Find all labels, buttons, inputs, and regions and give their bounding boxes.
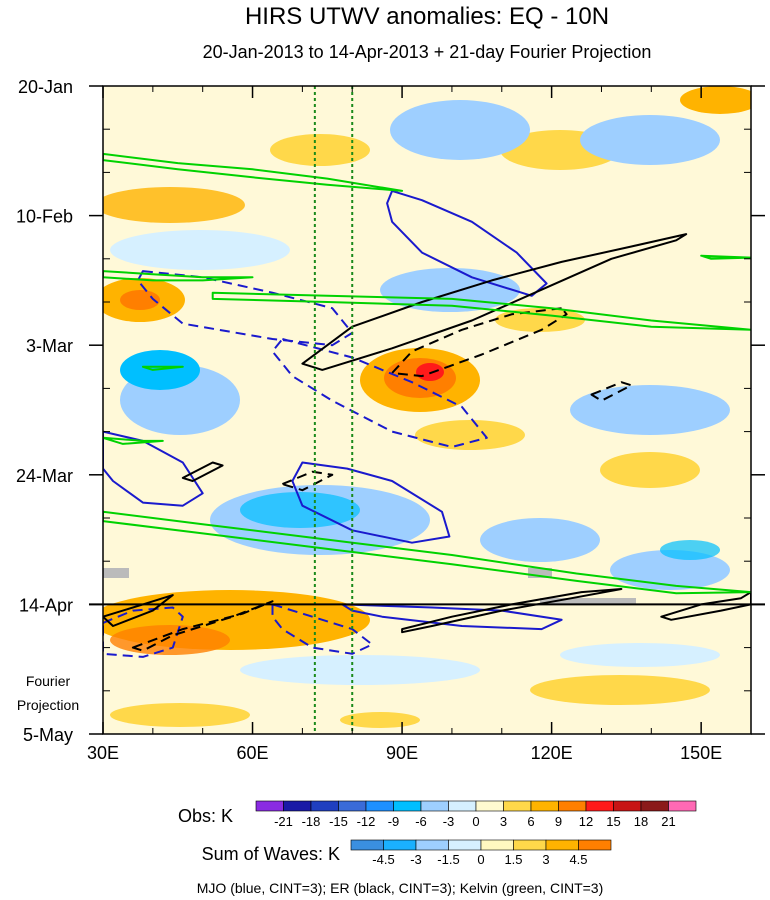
wave-contour	[291, 461, 451, 544]
chart-subtitle: 20-Jan-2013 to 14-Apr-2013 + 21-day Four…	[203, 42, 652, 62]
wave-contour	[341, 603, 563, 631]
colorbar-swatch	[338, 800, 367, 812]
colorbar-label: 18	[634, 814, 648, 829]
colorbar-swatch	[310, 800, 339, 812]
colorbar-swatch	[420, 800, 449, 812]
colorbar-label: 1.5	[504, 852, 522, 867]
colorbar-label: -1.5	[437, 852, 459, 867]
wave-contour	[136, 270, 354, 347]
wave-contour	[131, 600, 274, 652]
colorbar-swatch	[415, 839, 449, 851]
wave-contour	[271, 338, 488, 448]
colorbar-label: -4.5	[372, 852, 394, 867]
colorbar-swatch	[545, 839, 579, 851]
colorbar-label: 3	[500, 814, 507, 829]
wave-contour	[386, 189, 548, 297]
colorbar-label: -3	[443, 814, 455, 829]
x-tick-label: 120E	[531, 743, 573, 763]
waves-colorbar: Sum of Waves: K -4.5 -3 -1.5 0 1.5 3 4.5	[202, 839, 612, 867]
wave-contour	[271, 603, 374, 655]
colorbar-swatch	[350, 839, 384, 851]
wave-contour	[103, 606, 184, 658]
wave-contour	[103, 430, 204, 507]
y-tick-label: 10-Feb	[16, 207, 73, 227]
colorbar-swatch	[578, 839, 612, 851]
waves-colorbar-title: Sum of Waves: K	[202, 844, 340, 864]
colorbar-swatch	[513, 839, 547, 851]
x-axis: 30E 60E 90E 120E 150E	[87, 86, 722, 763]
wave-contour	[700, 254, 751, 260]
wave-contour	[590, 381, 633, 402]
colorbar-swatch	[448, 800, 477, 812]
x-tick-label: 150E	[680, 743, 722, 763]
y-tick-label: 5-May	[23, 725, 73, 745]
plot-frame	[102, 85, 752, 735]
colorbar-label: 12	[579, 814, 593, 829]
anomaly-field	[103, 86, 751, 728]
wave-contour	[103, 436, 164, 445]
x-tick-label: 30E	[87, 743, 119, 763]
wave-contours	[103, 152, 751, 658]
colorbar-label: -12	[357, 814, 376, 829]
colorbar-swatch	[503, 800, 532, 812]
obs-colorbar-title: Obs: K	[178, 806, 233, 826]
reference-longitudes	[313, 86, 354, 734]
colorbar-label: -18	[302, 814, 321, 829]
y-tick-label: 20-Jan	[18, 77, 73, 97]
colorbar-swatch	[393, 800, 422, 812]
obs-colorbar: Obs: K -21 -18 -15 -12 -9 -6 -3 0 3 6 9 12 15 18 21	[178, 800, 697, 829]
y-tick-label: 24-Mar	[16, 466, 73, 486]
colorbar-swatch	[640, 800, 669, 812]
colorbar-swatch	[255, 800, 284, 812]
colorbar-swatch	[530, 800, 559, 812]
y-tick-label: 3-Mar	[26, 336, 73, 356]
colorbar-label: -15	[329, 814, 348, 829]
colorbar-label: -9	[388, 814, 400, 829]
x-tick-label: 60E	[237, 743, 269, 763]
colorbar-label: 21	[661, 814, 675, 829]
footnote: MJO (blue, CINT=3); ER (black, CINT=3); …	[197, 880, 604, 896]
wave-contour	[401, 588, 623, 634]
colorbar-swatch	[283, 800, 312, 812]
wave-contour	[141, 365, 184, 371]
wave-contour	[391, 307, 568, 378]
colorbar-swatch	[668, 800, 697, 812]
wave-contour	[211, 291, 751, 331]
wave-contour	[660, 591, 751, 621]
colorbar-swatch	[383, 839, 417, 851]
colorbar-label: 6	[527, 814, 534, 829]
colorbar-swatch	[613, 800, 642, 812]
wave-contour	[301, 233, 688, 371]
colorbar-swatch	[475, 800, 504, 812]
projection-label-line1: Fourier	[26, 673, 71, 689]
colorbar-swatch	[365, 800, 394, 812]
colorbar-label: 0	[477, 852, 484, 867]
colorbar-label: 0	[472, 814, 479, 829]
y-tick-label: 14-Apr	[19, 595, 73, 615]
wave-contour	[181, 461, 224, 482]
colorbar-label: 4.5	[569, 852, 587, 867]
wave-contour	[103, 152, 404, 192]
x-tick-label: 90E	[386, 743, 418, 763]
colorbar-swatch	[585, 800, 614, 812]
colorbar-label: 9	[555, 814, 562, 829]
colorbar-label: -6	[415, 814, 427, 829]
wave-contour	[281, 470, 334, 492]
colorbar-label: 15	[606, 814, 620, 829]
projection-label-line2: Projection	[17, 697, 79, 713]
wave-contour	[103, 270, 254, 282]
chart-title: HIRS UTWV anomalies: EQ - 10N	[245, 3, 609, 30]
colorbar-label: -3	[410, 852, 422, 867]
colorbar-swatch	[448, 839, 482, 851]
colorbar-swatch	[480, 839, 514, 851]
wave-contour	[103, 510, 751, 595]
colorbar-label: -21	[274, 814, 293, 829]
colorbar-label: 3	[542, 852, 549, 867]
wave-contour	[103, 594, 174, 627]
plot-area	[89, 85, 765, 735]
y-axis: 20-Jan 10-Feb 3-Mar 24-Mar 14-Apr 5-May	[16, 77, 765, 745]
colorbar-swatch	[558, 800, 587, 812]
